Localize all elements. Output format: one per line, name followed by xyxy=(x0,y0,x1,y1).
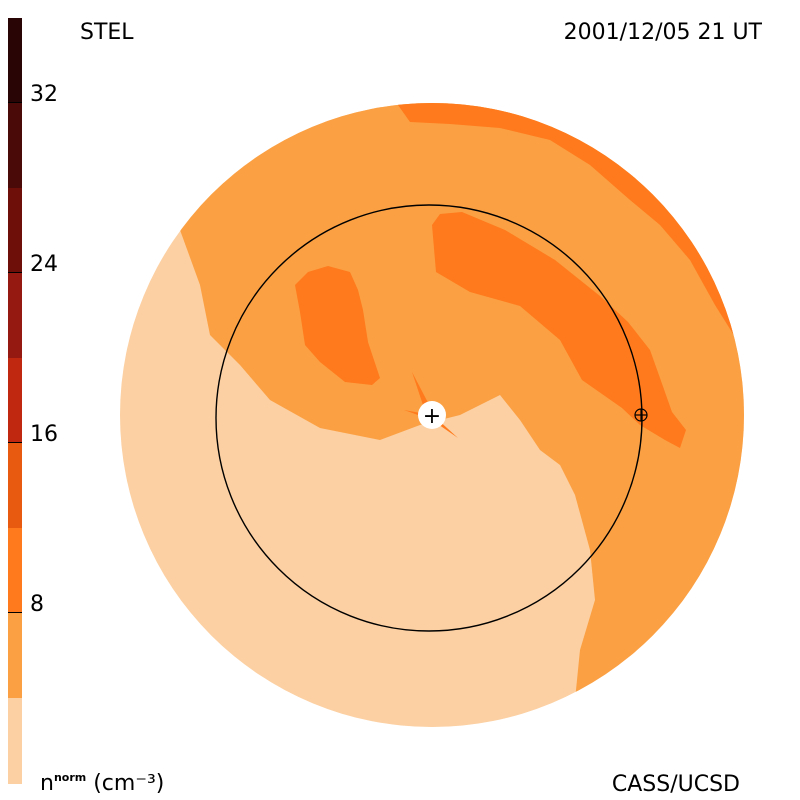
colorbar-segment xyxy=(8,273,22,359)
colorbar-tick-24 xyxy=(8,272,22,273)
colorbar-label-8: 8 xyxy=(30,592,44,617)
colorbar-label-32: 32 xyxy=(30,82,58,107)
timestamp: 2001/12/05 21 UT xyxy=(563,20,762,45)
units-label: nnorm (cm⁻³) xyxy=(40,772,164,795)
units-rest: (cm⁻³) xyxy=(86,771,165,796)
colorbar-segment xyxy=(8,613,22,699)
high-density-blob xyxy=(295,266,380,385)
colorbar-segment xyxy=(8,698,22,784)
colorbar-tick-8 xyxy=(8,612,22,613)
source-label: STEL xyxy=(80,20,134,45)
colorbar-segment xyxy=(8,443,22,529)
colorbar-segment xyxy=(8,188,22,274)
colorbar-tick-16 xyxy=(8,442,22,443)
colorbar-label-24: 24 xyxy=(30,252,58,277)
colorbar xyxy=(8,18,22,784)
center-streak xyxy=(404,372,458,438)
colorbar-segment xyxy=(8,103,22,189)
credit-label: CASS/UCSD xyxy=(611,772,740,797)
center-plus-icon: + xyxy=(423,404,441,429)
sun-center-marker xyxy=(418,401,446,429)
high-density-band-inner xyxy=(432,212,686,448)
density-disk xyxy=(120,103,744,727)
units-symbol: n xyxy=(40,771,54,796)
earth-orbit-circle xyxy=(215,204,643,632)
colorbar-segment xyxy=(8,18,22,104)
medium-density-region xyxy=(180,103,744,727)
colorbar-segment xyxy=(8,358,22,444)
colorbar-segment xyxy=(8,528,22,614)
colorbar-label-16: 16 xyxy=(30,422,58,447)
units-superscript: norm xyxy=(53,771,87,784)
colorbar-tick-32 xyxy=(8,102,22,103)
